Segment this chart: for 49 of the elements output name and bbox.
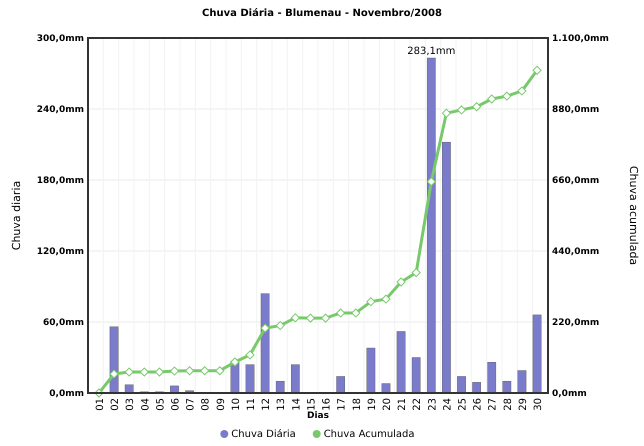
y2-tick-label: 0,0mm <box>552 389 587 399</box>
y2-tick-label: 1.100,0mm <box>552 34 609 44</box>
legend-label: Chuva Diária <box>231 429 296 440</box>
y2-axis-title: Chuva acumulada <box>627 166 640 266</box>
x-tick-label: 25 <box>458 398 469 411</box>
legend-label: Chuva Acumulada <box>324 429 415 440</box>
x-tick-label: 18 <box>352 398 363 411</box>
x-tick-label: 15 <box>306 398 318 411</box>
x-tick-label: 21 <box>397 398 408 411</box>
x-tick-label: 03 <box>125 398 136 411</box>
x-tick-label: 22 <box>412 398 424 411</box>
y-tick-label: 120,0mm <box>36 247 84 257</box>
x-tick-label: 12 <box>261 398 272 411</box>
y-tick-label: 60,0mm <box>43 318 84 328</box>
x-tick-label: 26 <box>472 398 484 411</box>
y2-tick-label: 660,0mm <box>552 176 600 186</box>
chart-title: Chuva Diária - Blumenau - Novembro/2008 <box>202 8 442 19</box>
data-label: 283,1mm <box>407 46 456 57</box>
y2-tick-label: 440,0mm <box>552 247 600 257</box>
x-tick-label: 10 <box>230 398 242 411</box>
x-tick-label: 14 <box>291 398 302 411</box>
y2-tick-label: 880,0mm <box>552 105 600 115</box>
x-tick-label: 06 <box>170 398 182 411</box>
x-tick-label: 02 <box>110 398 122 411</box>
y-tick-label: 240,0mm <box>36 105 84 115</box>
x-tick-label: 24 <box>442 398 454 411</box>
x-tick-label: 04 <box>140 398 152 411</box>
x-tick-label: 27 <box>488 398 499 411</box>
x-tick-label: 30 <box>533 398 544 411</box>
y-tick-label: 180,0mm <box>36 176 84 186</box>
x-tick-label: 20 <box>382 398 393 411</box>
x-tick-label: 23 <box>427 398 438 411</box>
x-axis-title: Dias <box>307 411 329 421</box>
x-tick-label: 29 <box>518 398 529 411</box>
y-axis-title: Chuva diaria <box>10 180 23 250</box>
x-tick-label: 28 <box>502 398 514 411</box>
x-tick-label: 08 <box>200 398 212 411</box>
y-tick-label: 0,0mm <box>49 389 84 399</box>
x-tick-label: 11 <box>246 398 258 411</box>
y-tick-label: 300,0mm <box>36 34 84 44</box>
x-tick-label: 16 <box>322 398 333 411</box>
x-tick-label: 01 <box>94 398 106 411</box>
x-tick-label: 17 <box>336 398 348 411</box>
x-tick-label: 13 <box>276 398 288 411</box>
x-tick-label: 09 <box>216 398 227 411</box>
x-tick-label: 19 <box>366 398 378 411</box>
x-tick-label: 05 <box>155 398 166 411</box>
x-tick-label: 07 <box>186 398 197 411</box>
y2-tick-label: 220,0mm <box>552 318 600 328</box>
